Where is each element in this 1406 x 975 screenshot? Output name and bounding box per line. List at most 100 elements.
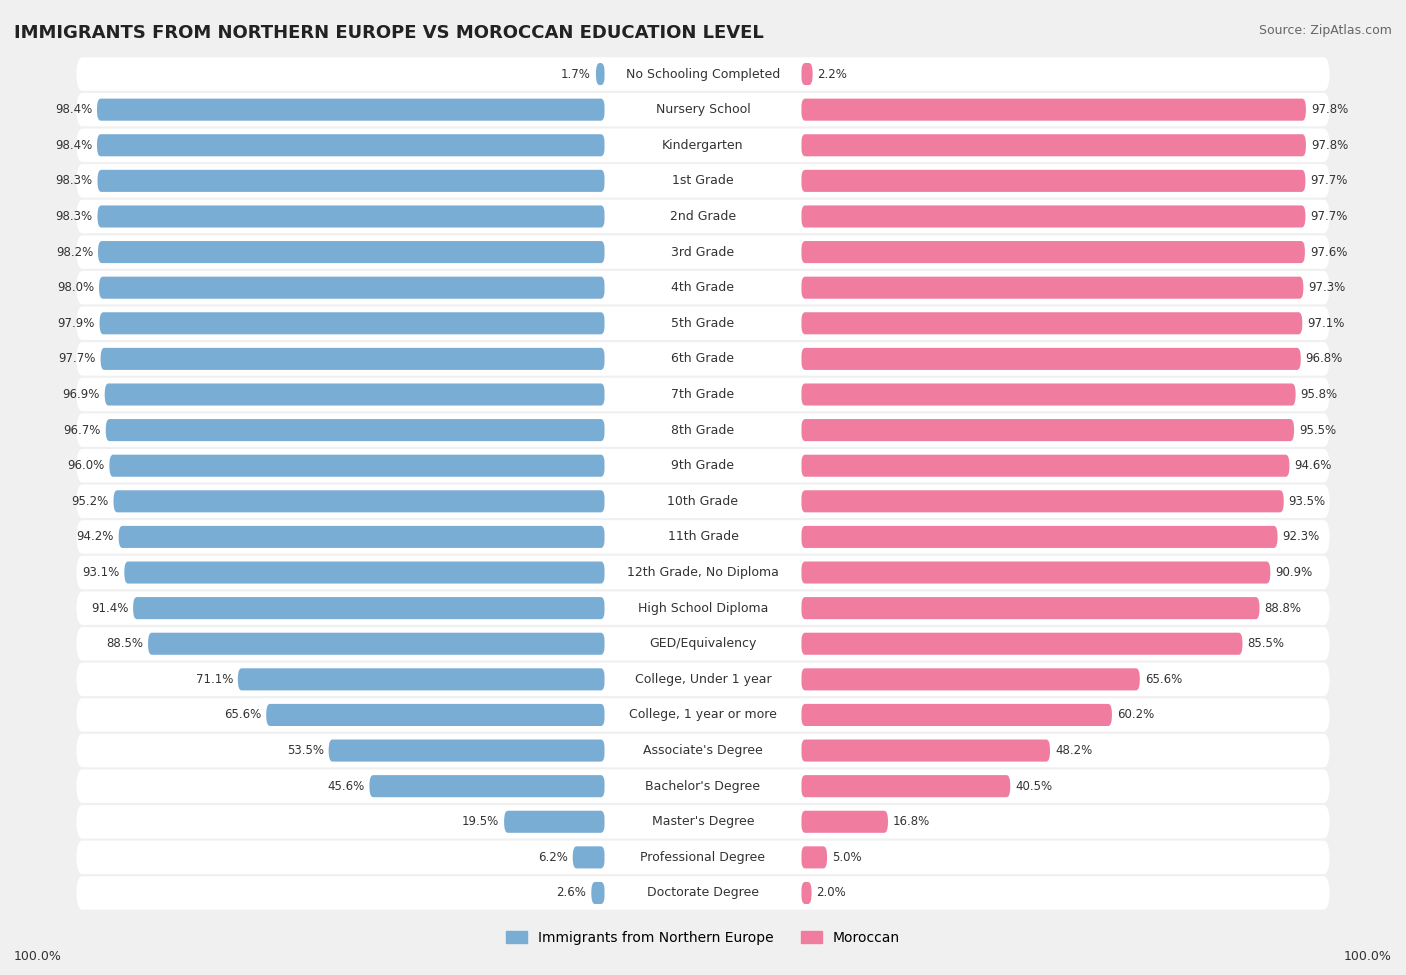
FancyBboxPatch shape bbox=[76, 592, 1330, 625]
Text: 88.5%: 88.5% bbox=[105, 638, 143, 650]
Text: 85.5%: 85.5% bbox=[1247, 638, 1284, 650]
Text: Kindergarten: Kindergarten bbox=[662, 138, 744, 152]
FancyBboxPatch shape bbox=[801, 206, 1305, 227]
FancyBboxPatch shape bbox=[101, 348, 605, 370]
FancyBboxPatch shape bbox=[605, 135, 801, 156]
FancyBboxPatch shape bbox=[801, 135, 1306, 156]
Text: 93.1%: 93.1% bbox=[82, 566, 120, 579]
Text: 5th Grade: 5th Grade bbox=[672, 317, 734, 330]
Text: 9th Grade: 9th Grade bbox=[672, 459, 734, 472]
FancyBboxPatch shape bbox=[801, 348, 1301, 370]
Text: 6.2%: 6.2% bbox=[538, 851, 568, 864]
FancyBboxPatch shape bbox=[605, 490, 801, 512]
Text: 65.6%: 65.6% bbox=[1144, 673, 1182, 685]
Text: 98.4%: 98.4% bbox=[55, 138, 91, 152]
Text: High School Diploma: High School Diploma bbox=[638, 602, 768, 614]
FancyBboxPatch shape bbox=[238, 668, 605, 690]
Text: 97.6%: 97.6% bbox=[1310, 246, 1347, 258]
FancyBboxPatch shape bbox=[801, 633, 1243, 655]
FancyBboxPatch shape bbox=[801, 668, 1140, 690]
Text: 90.9%: 90.9% bbox=[1275, 566, 1312, 579]
Text: 95.8%: 95.8% bbox=[1301, 388, 1337, 401]
FancyBboxPatch shape bbox=[605, 811, 801, 833]
FancyBboxPatch shape bbox=[100, 312, 605, 334]
FancyBboxPatch shape bbox=[97, 135, 605, 156]
Text: 96.9%: 96.9% bbox=[62, 388, 100, 401]
FancyBboxPatch shape bbox=[124, 562, 605, 584]
FancyBboxPatch shape bbox=[605, 526, 801, 548]
FancyBboxPatch shape bbox=[76, 58, 1330, 91]
FancyBboxPatch shape bbox=[605, 846, 801, 869]
FancyBboxPatch shape bbox=[801, 63, 813, 85]
FancyBboxPatch shape bbox=[592, 882, 605, 904]
FancyBboxPatch shape bbox=[801, 454, 1289, 477]
Text: College, Under 1 year: College, Under 1 year bbox=[634, 673, 772, 685]
FancyBboxPatch shape bbox=[104, 383, 605, 406]
Text: 100.0%: 100.0% bbox=[14, 951, 62, 963]
FancyBboxPatch shape bbox=[801, 562, 1271, 584]
Text: 45.6%: 45.6% bbox=[328, 780, 364, 793]
FancyBboxPatch shape bbox=[97, 170, 605, 192]
Text: 96.8%: 96.8% bbox=[1306, 352, 1343, 366]
FancyBboxPatch shape bbox=[801, 490, 1284, 512]
FancyBboxPatch shape bbox=[572, 846, 605, 869]
Text: 96.0%: 96.0% bbox=[67, 459, 104, 472]
FancyBboxPatch shape bbox=[801, 241, 1305, 263]
FancyBboxPatch shape bbox=[801, 811, 889, 833]
FancyBboxPatch shape bbox=[76, 377, 1330, 411]
Text: Master's Degree: Master's Degree bbox=[652, 815, 754, 829]
FancyBboxPatch shape bbox=[76, 734, 1330, 767]
Text: 65.6%: 65.6% bbox=[224, 709, 262, 722]
Text: 98.0%: 98.0% bbox=[58, 281, 94, 294]
Text: 88.8%: 88.8% bbox=[1264, 602, 1302, 614]
FancyBboxPatch shape bbox=[97, 98, 605, 121]
FancyBboxPatch shape bbox=[76, 129, 1330, 162]
FancyBboxPatch shape bbox=[76, 521, 1330, 554]
Text: 1st Grade: 1st Grade bbox=[672, 175, 734, 187]
FancyBboxPatch shape bbox=[801, 597, 1260, 619]
FancyBboxPatch shape bbox=[76, 271, 1330, 304]
Text: 97.8%: 97.8% bbox=[1310, 103, 1348, 116]
FancyBboxPatch shape bbox=[605, 383, 801, 406]
Text: 4th Grade: 4th Grade bbox=[672, 281, 734, 294]
FancyBboxPatch shape bbox=[76, 93, 1330, 127]
FancyBboxPatch shape bbox=[605, 704, 801, 726]
FancyBboxPatch shape bbox=[605, 277, 801, 298]
Text: College, 1 year or more: College, 1 year or more bbox=[628, 709, 778, 722]
FancyBboxPatch shape bbox=[266, 704, 605, 726]
FancyBboxPatch shape bbox=[76, 840, 1330, 875]
Text: 19.5%: 19.5% bbox=[463, 815, 499, 829]
Text: Associate's Degree: Associate's Degree bbox=[643, 744, 763, 757]
Text: 53.5%: 53.5% bbox=[287, 744, 323, 757]
Text: 2nd Grade: 2nd Grade bbox=[669, 210, 737, 223]
Text: 97.9%: 97.9% bbox=[58, 317, 94, 330]
Text: 16.8%: 16.8% bbox=[893, 815, 931, 829]
Text: 11th Grade: 11th Grade bbox=[668, 530, 738, 543]
Text: IMMIGRANTS FROM NORTHERN EUROPE VS MOROCCAN EDUCATION LEVEL: IMMIGRANTS FROM NORTHERN EUROPE VS MOROC… bbox=[14, 24, 763, 42]
FancyBboxPatch shape bbox=[605, 63, 801, 85]
FancyBboxPatch shape bbox=[76, 448, 1330, 483]
FancyBboxPatch shape bbox=[76, 663, 1330, 696]
FancyBboxPatch shape bbox=[801, 526, 1278, 548]
Text: 97.7%: 97.7% bbox=[1310, 210, 1348, 223]
FancyBboxPatch shape bbox=[605, 170, 801, 192]
FancyBboxPatch shape bbox=[76, 413, 1330, 447]
Text: 97.8%: 97.8% bbox=[1310, 138, 1348, 152]
Text: 2.2%: 2.2% bbox=[817, 67, 848, 81]
FancyBboxPatch shape bbox=[605, 562, 801, 584]
Text: 97.3%: 97.3% bbox=[1308, 281, 1346, 294]
Text: 97.1%: 97.1% bbox=[1308, 317, 1344, 330]
FancyBboxPatch shape bbox=[76, 698, 1330, 731]
FancyBboxPatch shape bbox=[605, 454, 801, 477]
FancyBboxPatch shape bbox=[329, 739, 605, 761]
FancyBboxPatch shape bbox=[370, 775, 605, 798]
Text: 3rd Grade: 3rd Grade bbox=[672, 246, 734, 258]
FancyBboxPatch shape bbox=[114, 490, 605, 512]
Text: 40.5%: 40.5% bbox=[1015, 780, 1052, 793]
FancyBboxPatch shape bbox=[76, 342, 1330, 375]
FancyBboxPatch shape bbox=[801, 98, 1306, 121]
Text: 97.7%: 97.7% bbox=[58, 352, 96, 366]
FancyBboxPatch shape bbox=[97, 206, 605, 227]
Text: 93.5%: 93.5% bbox=[1289, 495, 1326, 508]
FancyBboxPatch shape bbox=[76, 485, 1330, 518]
